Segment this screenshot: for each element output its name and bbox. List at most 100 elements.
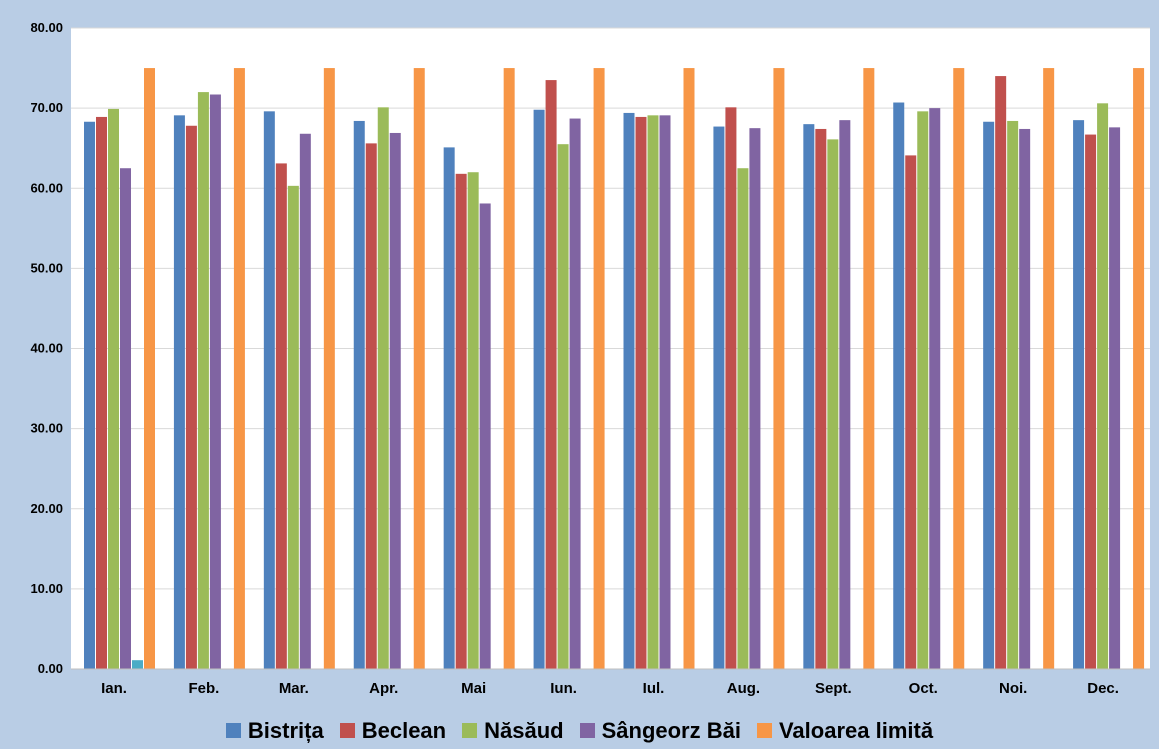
- legend-item: Valoarea limită: [757, 718, 933, 744]
- bar-beclean-mar: [276, 163, 287, 669]
- bar-valoarea-limit--apr: [414, 68, 425, 669]
- bar-beclean-iun: [546, 80, 557, 669]
- bar-n-s-ud-mai: [468, 172, 479, 669]
- bar-bistri-a-ian: [84, 122, 95, 669]
- bar-s-ngeorz-b-i-dec: [1109, 127, 1120, 669]
- bar-s-ngeorz-b-i-iun: [570, 119, 581, 669]
- bar-s-ngeorz-b-i-noi: [1019, 129, 1030, 669]
- bar-bistri-a-sept: [803, 124, 814, 669]
- bar-bistri-a-oct: [893, 103, 904, 669]
- bar-beclean-dec: [1085, 135, 1096, 669]
- x-tick-label: Feb.: [188, 680, 219, 697]
- legend-label: Bistrița: [248, 718, 324, 744]
- bar-valoarea-limit--iul: [684, 68, 695, 669]
- legend-item: Năsăud: [462, 718, 563, 744]
- legend-swatch: [226, 723, 241, 738]
- legend-swatch: [462, 723, 477, 738]
- chart-svg: 0.00 10.00 20.00 30.00 40.00 50.00 60.00 70.00 8…: [0, 0, 1159, 712]
- x-tick-label: Mai: [461, 680, 486, 697]
- bar-s-ngeorz-b-i-iul: [660, 115, 671, 669]
- legend-label: Năsăud: [484, 718, 563, 744]
- bar-n-s-ud-oct: [917, 111, 928, 669]
- bar-valoarea-limit--oct: [953, 68, 964, 669]
- bar-beclean-aug: [725, 107, 736, 669]
- x-tick-label: Noi.: [999, 680, 1027, 697]
- bar-series-4-ian: [132, 660, 143, 669]
- bar-valoarea-limit--ian: [144, 68, 155, 669]
- legend-label: Beclean: [362, 718, 446, 744]
- bar-n-s-ud-iun: [558, 144, 569, 669]
- legend-label: Valoarea limită: [779, 718, 933, 744]
- bar-beclean-sept: [815, 129, 826, 669]
- bar-s-ngeorz-b-i-aug: [749, 128, 760, 669]
- bar-beclean-mai: [456, 174, 467, 669]
- legend-item: Bistrița: [226, 718, 324, 744]
- bar-s-ngeorz-b-i-sept: [839, 120, 850, 669]
- legend-swatch: [757, 723, 772, 738]
- bar-bistri-a-dec: [1073, 120, 1084, 669]
- bar-s-ngeorz-b-i-ian: [120, 168, 131, 669]
- bar-beclean-iul: [636, 117, 647, 669]
- y-tick-label: 30.00: [30, 421, 63, 436]
- bar-bistri-a-feb: [174, 115, 185, 669]
- bar-beclean-apr: [366, 143, 377, 669]
- y-tick-label: 60.00: [30, 180, 63, 195]
- bar-valoarea-limit--iun: [594, 68, 605, 669]
- bar-n-s-ud-noi: [1007, 121, 1018, 669]
- chart-legend: Bistrița Beclean Năsăud Sângeorz Băi Valoare…: [0, 712, 1159, 749]
- x-tick-label: Mar.: [279, 680, 309, 697]
- bar-bistri-a-mai: [444, 147, 455, 669]
- bar-s-ngeorz-b-i-apr: [390, 133, 401, 669]
- legend-item: Beclean: [340, 718, 446, 744]
- bar-valoarea-limit--noi: [1043, 68, 1054, 669]
- x-tick-label: Oct.: [909, 680, 938, 697]
- legend-label: Sângeorz Băi: [602, 718, 741, 744]
- bar-bistri-a-mar: [264, 111, 275, 669]
- x-tick-label: Dec.: [1087, 680, 1119, 697]
- bar-n-s-ud-iul: [648, 115, 659, 669]
- bar-n-s-ud-ian: [108, 109, 119, 669]
- x-tick-label: Sept.: [815, 680, 852, 697]
- bar-s-ngeorz-b-i-feb: [210, 95, 221, 669]
- bar-valoarea-limit--mar: [324, 68, 335, 669]
- bar-beclean-noi: [995, 76, 1006, 669]
- bar-n-s-ud-mar: [288, 186, 299, 669]
- bar-s-ngeorz-b-i-oct: [929, 108, 940, 669]
- y-tick-label: 70.00: [30, 100, 63, 115]
- bar-beclean-ian: [96, 117, 107, 669]
- bar-n-s-ud-dec: [1097, 103, 1108, 669]
- x-tick-label: Ian.: [101, 680, 127, 697]
- bar-beclean-feb: [186, 126, 197, 669]
- y-tick-label: 80.00: [30, 20, 63, 35]
- bar-n-s-ud-feb: [198, 92, 209, 669]
- y-tick-label: 0.00: [38, 661, 63, 676]
- bar-bistri-a-apr: [354, 121, 365, 669]
- bar-n-s-ud-apr: [378, 107, 389, 669]
- x-tick-label: Iul.: [643, 680, 665, 697]
- y-tick-label: 10.00: [30, 581, 63, 596]
- bar-valoarea-limit--sept: [863, 68, 874, 669]
- bar-s-ngeorz-b-i-mar: [300, 134, 311, 669]
- bar-bistri-a-iul: [624, 113, 635, 669]
- bar-bistri-a-noi: [983, 122, 994, 669]
- bar-s-ngeorz-b-i-mai: [480, 203, 491, 669]
- legend-swatch: [340, 723, 355, 738]
- bar-valoarea-limit--mai: [504, 68, 515, 669]
- bar-bistri-a-iun: [534, 110, 545, 669]
- legend-item: Sângeorz Băi: [580, 718, 741, 744]
- x-tick-label: Apr.: [369, 680, 398, 697]
- x-tick-label: Iun.: [550, 680, 577, 697]
- bar-n-s-ud-sept: [827, 139, 838, 669]
- y-tick-label: 50.00: [30, 260, 63, 275]
- bar-valoarea-limit--feb: [234, 68, 245, 669]
- legend-swatch: [580, 723, 595, 738]
- y-tick-label: 20.00: [30, 501, 63, 516]
- bar-n-s-ud-aug: [737, 168, 748, 669]
- x-tick-label: Aug.: [727, 680, 760, 697]
- bar-beclean-oct: [905, 155, 916, 669]
- bar-valoarea-limit--aug: [773, 68, 784, 669]
- bar-valoarea-limit--dec: [1133, 68, 1144, 669]
- bar-bistri-a-aug: [713, 127, 724, 669]
- y-tick-label: 40.00: [30, 341, 63, 356]
